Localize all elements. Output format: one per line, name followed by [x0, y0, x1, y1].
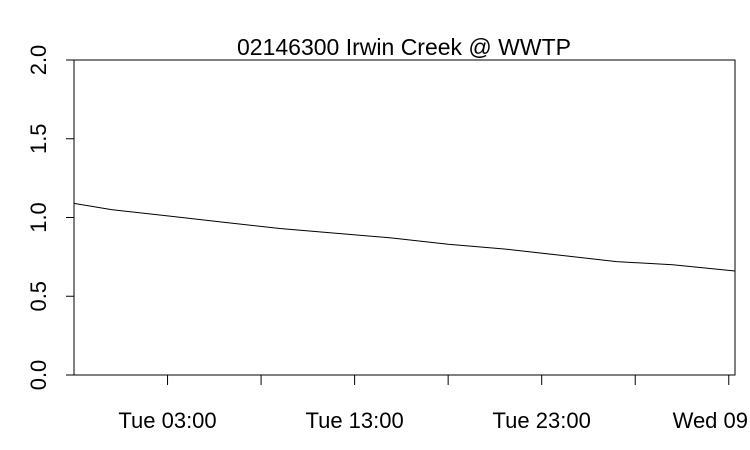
y-tick-label: 2.0 — [26, 45, 51, 76]
y-tick-label: 1.0 — [26, 202, 51, 233]
x-tick-label: Tue 13:00 — [305, 408, 403, 433]
chart-title: 02146300 Irwin Creek @ WWTP — [237, 34, 571, 60]
x-tick-label: Tue 23:00 — [493, 408, 591, 433]
series-line — [73, 202, 736, 272]
y-tick-label: 1.5 — [26, 123, 51, 154]
x-tick-label: Tue 03:00 — [118, 408, 216, 433]
series-group — [73, 202, 736, 272]
x-tick-label: Wed 09 — [673, 408, 748, 433]
y-tick-label: 0.0 — [26, 360, 51, 391]
y-axis-ticks: 0.0 0.5 1.0 1.5 2.0 — [26, 45, 74, 391]
y-tick-label: 0.5 — [26, 281, 51, 312]
plot-area-box — [73, 59, 736, 376]
x-axis-ticks: Tue 03:00 Tue 13:00 Tue 23:00 Wed 09 — [118, 375, 748, 433]
